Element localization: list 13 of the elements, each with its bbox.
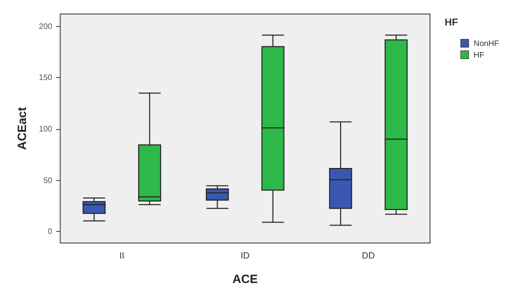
x-tick-label: II: [119, 250, 124, 260]
legend-title: HF: [444, 18, 458, 28]
y-tick-label: 150: [38, 73, 53, 82]
y-tick-label: 0: [48, 227, 53, 236]
y-tick-label: 50: [43, 176, 53, 185]
y-axis-title: ACEact: [15, 107, 29, 150]
x-tick-label: ID: [240, 250, 250, 260]
x-tick-label: DD: [362, 250, 376, 260]
legend-label: HF: [474, 50, 484, 60]
y-tick-label: 200: [38, 22, 53, 31]
legend-label: NonHF: [474, 38, 500, 48]
x-axis-title: ACE: [232, 272, 258, 286]
y-tick-label: 100: [38, 124, 53, 134]
